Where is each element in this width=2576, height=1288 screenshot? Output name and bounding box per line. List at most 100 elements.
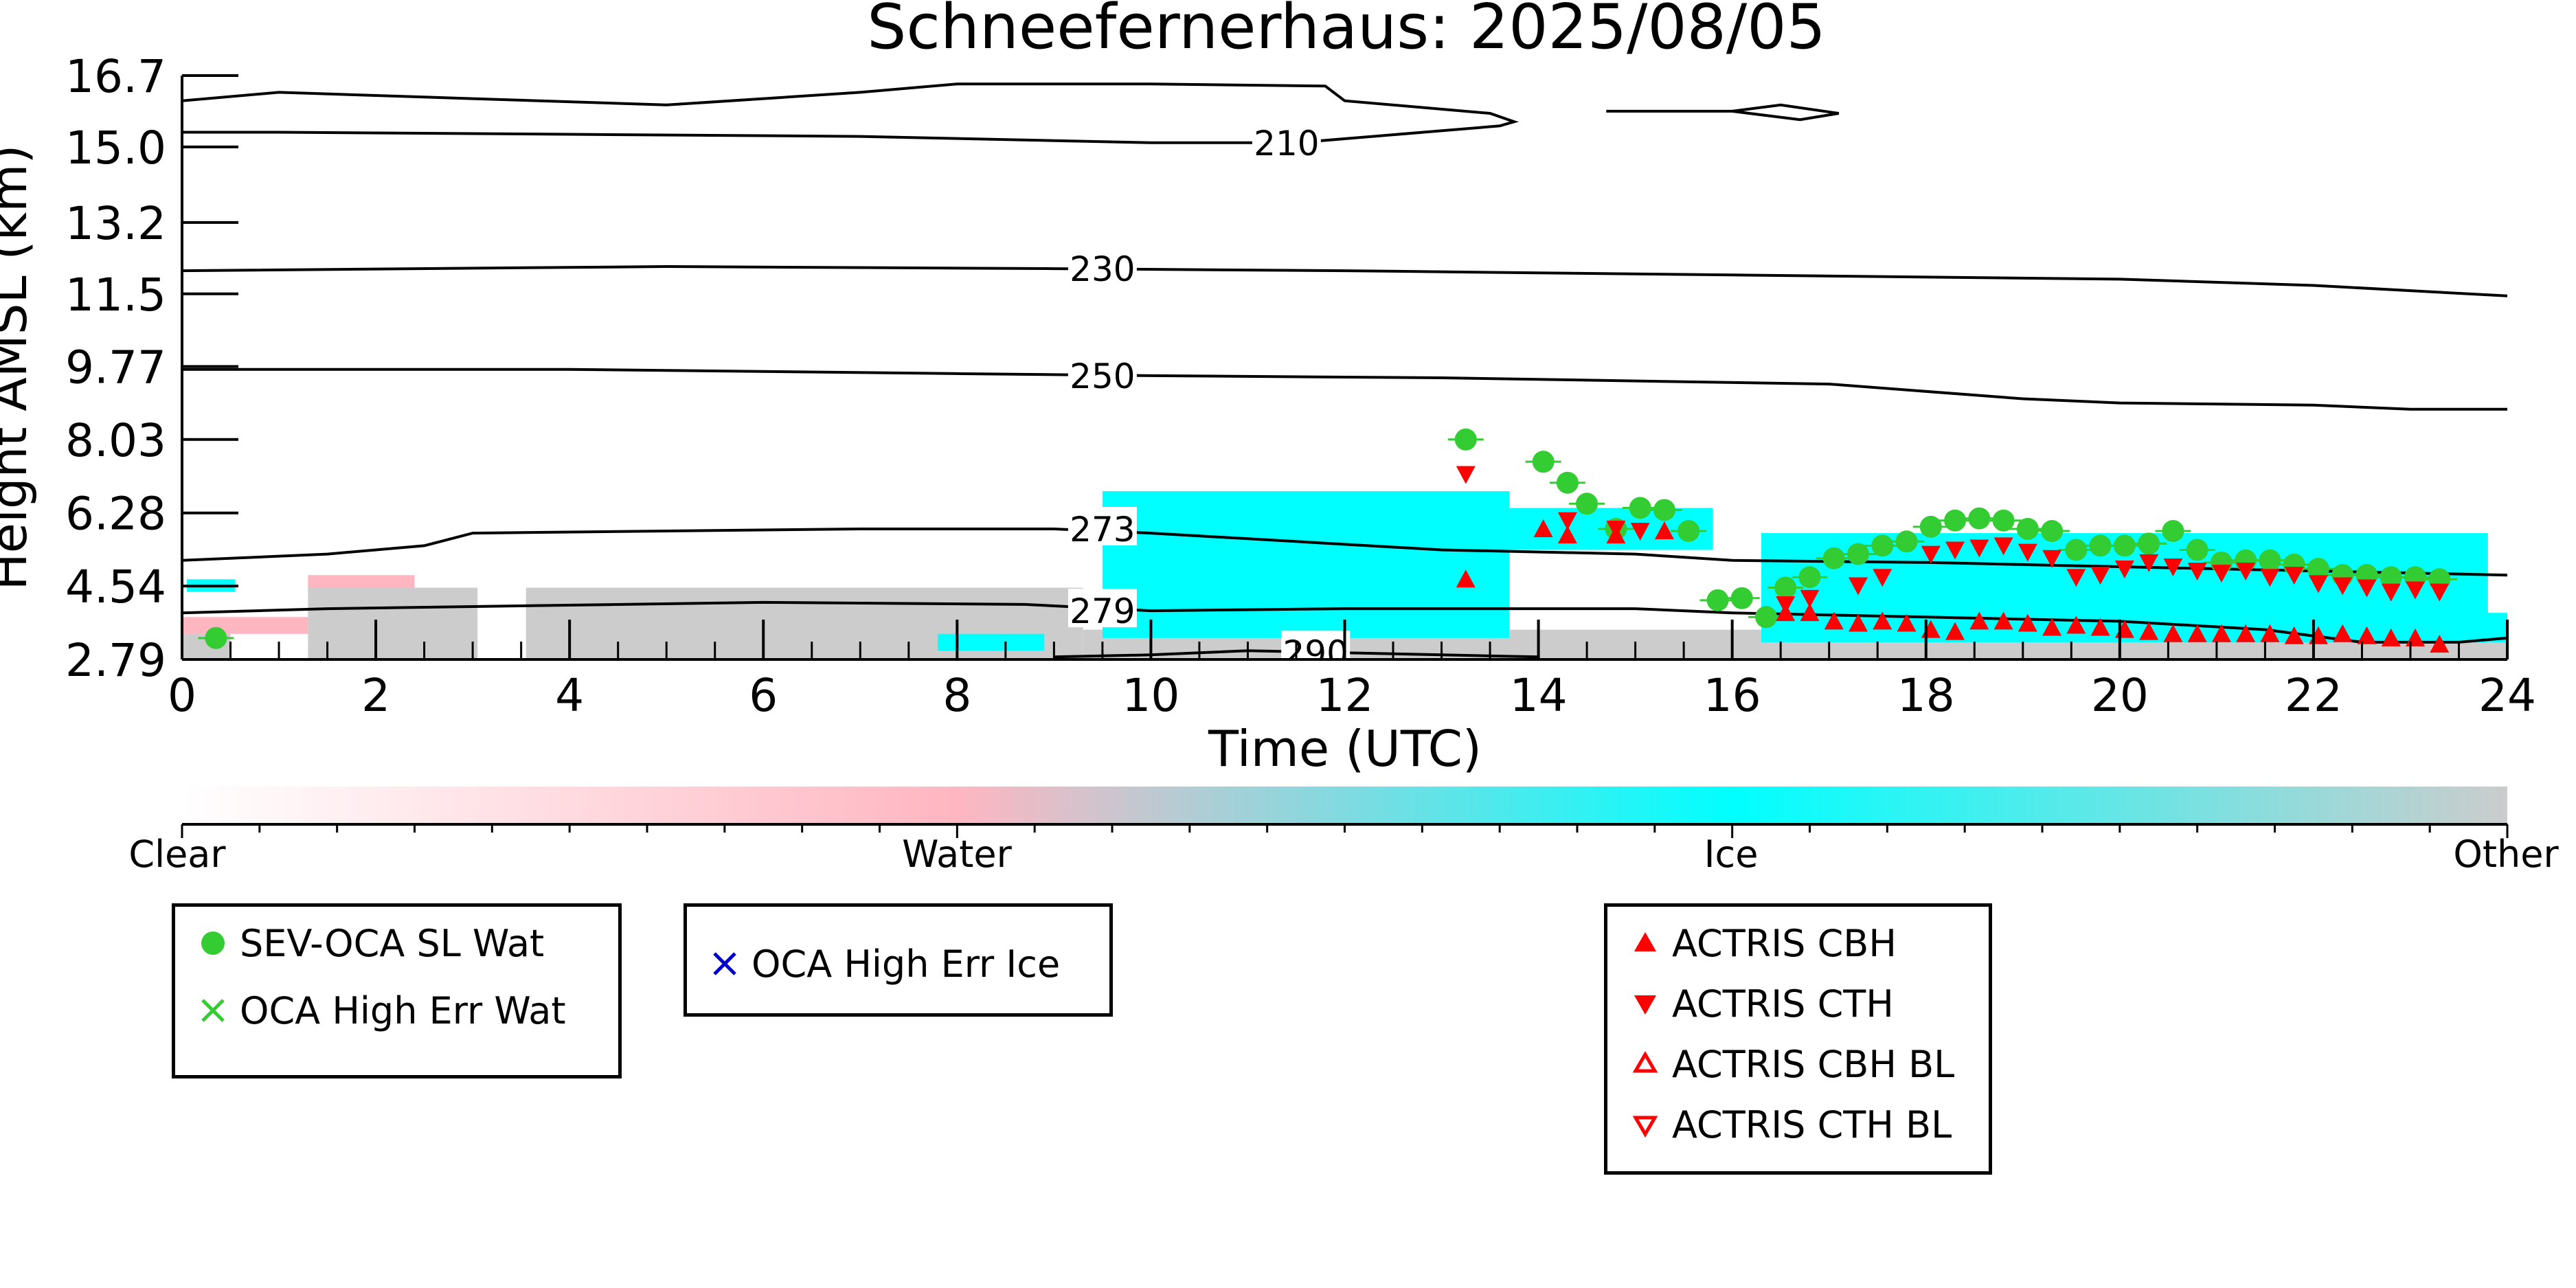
marker-actris-cth-9 [1945, 541, 1965, 560]
marker-sev-oca-sl-wat-29 [2179, 539, 2215, 561]
marker-actris-cbh-24 [2236, 624, 2256, 642]
y-tick-label: 8.03 [65, 414, 166, 467]
marker-sev-oca-sl-wat-11 [1748, 606, 1785, 629]
contour-label-273: 273 [1070, 510, 1135, 550]
contour-label-279: 279 [1070, 591, 1135, 631]
x-tick-label: 20 [2091, 669, 2149, 722]
marker-actris-cbh-25 [2260, 624, 2280, 642]
legend-ice: OCA High Err Ice [683, 903, 1113, 1017]
marker-actris-cbh-16 [2042, 618, 2062, 636]
legend-entry-actris-cth-bl: ACTRIS CTH BL [1628, 1100, 1952, 1149]
marker-actris-cbh-32 [2430, 635, 2450, 653]
marker-actris-cth-20 [2211, 565, 2231, 583]
marker-actris-cbh-17 [2066, 615, 2086, 634]
legend-label: OCA High Err Ice [752, 942, 1061, 986]
contour-label-230: 230 [1070, 249, 1135, 289]
legend-label: OCA High Err Wat [240, 988, 566, 1032]
marker-actris-cbh-6 [1800, 603, 1820, 622]
marker-actris-cth-16 [2114, 561, 2134, 579]
marker-actris-cbh-14 [1993, 611, 2013, 630]
y-tick-label: 6.28 [65, 488, 166, 541]
marker-actris-cbh-8 [1849, 613, 1868, 632]
colorbar-gradient [182, 787, 2507, 823]
marker-sev-oca-sl-wat-12 [1767, 576, 1804, 599]
open-triangle-up-icon [1632, 1051, 1658, 1073]
open-triangle-down-icon [1632, 1116, 1658, 1138]
contour-label-background [1067, 506, 1137, 545]
x-marker-icon [713, 952, 736, 975]
x-tick-label: 24 [2478, 669, 2536, 722]
marker-sev-oca-sl-wat-6 [1622, 497, 1658, 519]
marker-actris-cth-24 [2308, 575, 2328, 594]
legend-actris: ACTRIS CBH ACTRIS CTH ACTRIS CBH BL ACTR… [1604, 903, 1992, 1175]
marker-actris-cth-0 [1456, 466, 1476, 484]
y-tick-label: 15.0 [65, 122, 166, 174]
legend-entry-actris-cbh: ACTRIS CBH [1628, 919, 1897, 967]
y-tick-label: 9.77 [65, 341, 166, 394]
marker-sev-oca-sl-wat-26 [2106, 534, 2143, 557]
marker-actris-cbh-10 [1897, 613, 1917, 632]
legend-label: ACTRIS CBH BL [1672, 1042, 1955, 1086]
marker-actris-cth-12 [2018, 543, 2037, 562]
filled-triangle-down-icon [1634, 995, 1656, 1015]
marker-actris-cth-2 [1606, 520, 1626, 539]
y-tick-label: 2.79 [65, 634, 166, 687]
legend-label: SEV-OCA SL Wat [240, 921, 545, 965]
marker-sev-oca-sl-wat-8 [1671, 520, 1707, 543]
contour-label-background [1281, 631, 1351, 659]
colorbar-label-clear: Clear [128, 833, 226, 876]
marker-actris-cbh-23 [2211, 624, 2231, 642]
x-tick-label: 14 [1510, 669, 1568, 722]
y-ticks: 2.79 4.54 6.28 8.03 9.77 11.5 13.2 15.0 16.7 [65, 50, 238, 687]
x-marker-icon [201, 999, 225, 1022]
marker-actris-cth-8 [1921, 545, 1941, 564]
marker-sev-oca-sl-wat-9 [1699, 589, 1736, 611]
plot-area: 210 230 250 273 279 290 [182, 82, 2507, 673]
x-tick-label: 12 [1316, 669, 1374, 722]
y-tick-label: 16.7 [65, 50, 166, 103]
marker-actris-cth-3 [1630, 523, 1650, 541]
marker-actris-cth-10 [1969, 539, 1989, 558]
contour-label-background [1067, 247, 1137, 286]
marker-actris-cth-29 [2430, 583, 2450, 602]
marker-actris-cbh-12 [1945, 622, 1965, 640]
x-tick-label: 4 [555, 669, 584, 722]
marker-sev-oca-sl-wat-22 [2009, 517, 2046, 540]
contour-label-background [1067, 353, 1137, 392]
y-tick-label: 4.54 [65, 561, 166, 613]
x-tick-label: 16 [1704, 669, 1761, 722]
marker-actris-cbh-22 [2187, 624, 2207, 642]
legend-label: ACTRIS CTH [1672, 982, 1894, 1026]
legend-entry-actris-cbh-bl: ACTRIS CBH BL [1628, 1040, 1954, 1088]
marker-actris-cbh-1 [1533, 519, 1553, 537]
marker-actris-cbh-0 [1456, 569, 1476, 588]
legend-label: ACTRIS CTH BL [1672, 1103, 1952, 1146]
marker-actris-cth-15 [2090, 567, 2110, 585]
marker-actris-cth-11 [1993, 537, 2013, 556]
cloud-mask-water-5 [308, 575, 415, 588]
y-axis-label: Height AMSL (km) [0, 145, 38, 591]
marker-actris-cth-4 [1776, 596, 1796, 614]
colorbar: Clear Water Ice Other [128, 787, 2559, 876]
x-tick-label: 10 [1122, 669, 1179, 722]
marker-actris-cth-27 [2381, 583, 2401, 602]
marker-actris-cth-7 [1873, 569, 1893, 587]
marker-actris-cbh-30 [2381, 628, 2401, 646]
contour-line-1 [1606, 103, 1840, 122]
x-axis-label: Time (UTC) [1208, 720, 1482, 778]
cloud-mask-other-0 [308, 587, 478, 659]
contour-label-290: 290 [1283, 633, 1348, 673]
x-tick-label: 6 [749, 669, 778, 722]
marker-actris-cth-23 [2284, 567, 2304, 585]
marker-sev-oca-sl-wat-28 [2155, 520, 2191, 543]
marker-sev-oca-sl-wat-1 [1447, 428, 1484, 451]
marker-sev-oca-sl-wat-23 [2034, 520, 2070, 543]
colorbar-label-ice: Ice [1704, 833, 1759, 876]
x-tick-label: 8 [942, 669, 971, 722]
marker-actris-cth-21 [2236, 563, 2256, 581]
y-tick-label: 11.5 [65, 269, 166, 321]
marker-sev-oca-sl-wat-4 [1569, 493, 1605, 515]
marker-sev-oca-sl-wat-32 [2252, 549, 2288, 572]
marker-actris-cbh-21 [2163, 624, 2183, 642]
